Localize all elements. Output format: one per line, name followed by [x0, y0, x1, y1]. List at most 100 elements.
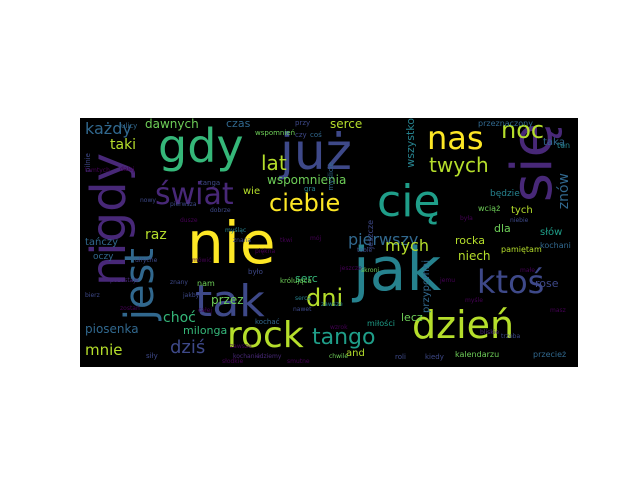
- word-pierwsza: pierwsza: [170, 201, 197, 208]
- word-jak: jak: [353, 235, 442, 305]
- word-tych: tych: [511, 205, 533, 216]
- word-mowic: mówić: [192, 257, 212, 264]
- word-lecz: lecz: [401, 311, 423, 324]
- word-slodkie: słodkie: [222, 358, 244, 365]
- word-oczy: oczy: [93, 252, 114, 262]
- word-kiedy: kiedy: [425, 353, 444, 361]
- word-piosenka: piosenka: [85, 322, 139, 336]
- word-milonga: milonga: [183, 324, 228, 337]
- word-bierz: bierz: [85, 292, 100, 299]
- word-dzis: dziś: [170, 337, 206, 358]
- word-cie: cię: [377, 176, 441, 227]
- word-tanga: tanga: [200, 179, 221, 187]
- word-lat: lat: [261, 151, 287, 175]
- word-ciebie: ciebie: [269, 189, 341, 217]
- word-nowy: nowy: [140, 197, 156, 204]
- word-mych: mych: [385, 236, 429, 255]
- word-niech: niech: [458, 249, 491, 263]
- word-taki: taki: [110, 137, 137, 153]
- word-krolujac: królująca: [280, 277, 312, 285]
- word-kochac: kochać: [255, 318, 280, 326]
- word-znow: znów: [556, 173, 572, 210]
- word-serca: serca: [295, 295, 312, 302]
- word-kazdy: każdy: [85, 119, 132, 138]
- word-serc: serc: [295, 272, 318, 285]
- word-przez: przez: [211, 293, 244, 307]
- word-rock: rock: [227, 315, 304, 356]
- word-mnie: mnie: [85, 341, 123, 359]
- word-kochani: kochani: [540, 241, 571, 250]
- word-idziemy: idziemy: [258, 353, 282, 360]
- word-ten: ten: [557, 141, 571, 150]
- word-przeznaczony: przeznaczony: [478, 119, 533, 128]
- word-dalej: dalej: [120, 166, 135, 173]
- word-tobie: tobie: [357, 247, 373, 254]
- word-czas: czas: [226, 118, 251, 130]
- word-gdy: gdy: [158, 119, 244, 173]
- word-jakby: jakby: [183, 292, 200, 299]
- word-byla: była: [460, 215, 473, 222]
- word-niebie: niebie: [510, 217, 529, 224]
- word-mysle: myśle: [465, 297, 483, 304]
- word-twych: twych: [429, 153, 489, 177]
- word-swiat: świat: [155, 177, 234, 212]
- word-wspomnien: wspomnień: [255, 129, 296, 137]
- word-milosci: miłości: [367, 319, 395, 328]
- word-pierwszy: pierwszy: [348, 230, 419, 249]
- word-kalendarzu: kalendarzu: [455, 350, 500, 359]
- word-bliskie: bliskie: [480, 329, 500, 336]
- word-tamtych: tamtych: [85, 167, 110, 174]
- word-dawnych: dawnych: [145, 118, 199, 131]
- word-moj: mój: [310, 235, 322, 242]
- word-przy: przy: [295, 119, 311, 127]
- word-znana: znana: [233, 237, 252, 244]
- word-noc: noc: [501, 118, 545, 144]
- word-dobrze: dobrze: [210, 207, 231, 214]
- word-tanczy: tańczy: [85, 237, 119, 248]
- word-zostan: zostań: [120, 305, 140, 312]
- word-dzien: dzień: [412, 303, 515, 347]
- word-przeciez: przecież: [533, 350, 567, 359]
- word-ulicy: ulicy: [121, 122, 138, 130]
- word-smutne: smutne: [287, 358, 310, 365]
- word-tak: tak: [195, 276, 265, 327]
- word-rose: rose: [535, 277, 559, 290]
- word-trzeba: trzeba: [501, 333, 521, 340]
- word-nas: nas: [427, 119, 484, 157]
- word-sily: siły: [146, 352, 158, 360]
- word-znany: znany: [170, 279, 188, 286]
- word-cos: coś: [310, 131, 322, 139]
- word-jeszcze: jeszcze: [366, 220, 375, 250]
- word-juz: już: [280, 123, 352, 181]
- word-pozostaje: pozostaje: [110, 277, 139, 284]
- word-zawsze: zawsze: [321, 301, 343, 308]
- word-ktos: ktoś: [477, 263, 545, 301]
- word-nie: nie: [187, 209, 276, 277]
- word-tango: tango: [312, 325, 376, 350]
- word-czy: czy: [295, 131, 307, 139]
- word-rocka: rocka: [455, 234, 485, 247]
- word-tkwi: tkwi: [280, 237, 293, 244]
- word-skroni: skroni: [361, 267, 380, 274]
- word-pamietam: pamiętam: [501, 245, 542, 254]
- word-myslicie: myślicie: [327, 162, 335, 191]
- word-myslac: myśląc: [225, 227, 247, 234]
- word-male: małe: [520, 267, 535, 274]
- word-nawet: nawet: [293, 306, 312, 313]
- word-bylo: było: [248, 268, 263, 276]
- word-dni: dni: [306, 284, 344, 312]
- word-piekna: piękna: [255, 248, 276, 255]
- word-wszystko: wszystko: [404, 118, 417, 168]
- word-taka: taką: [543, 137, 565, 148]
- word-calej: całej: [198, 307, 213, 314]
- word-wie: wie: [243, 186, 261, 197]
- word-dusze: dusze: [180, 217, 198, 224]
- word-zawsze2: zawsze: [230, 343, 252, 350]
- word-dla: dla: [494, 222, 511, 235]
- word-bedzie: będzie: [490, 189, 520, 199]
- word-przypomni: przypomni: [421, 260, 432, 313]
- word-raz: raz: [145, 227, 167, 243]
- word-chwile: chwile: [329, 353, 349, 360]
- word-jeszcze2: jeszcze: [340, 265, 362, 272]
- word-nam: nam: [197, 279, 215, 288]
